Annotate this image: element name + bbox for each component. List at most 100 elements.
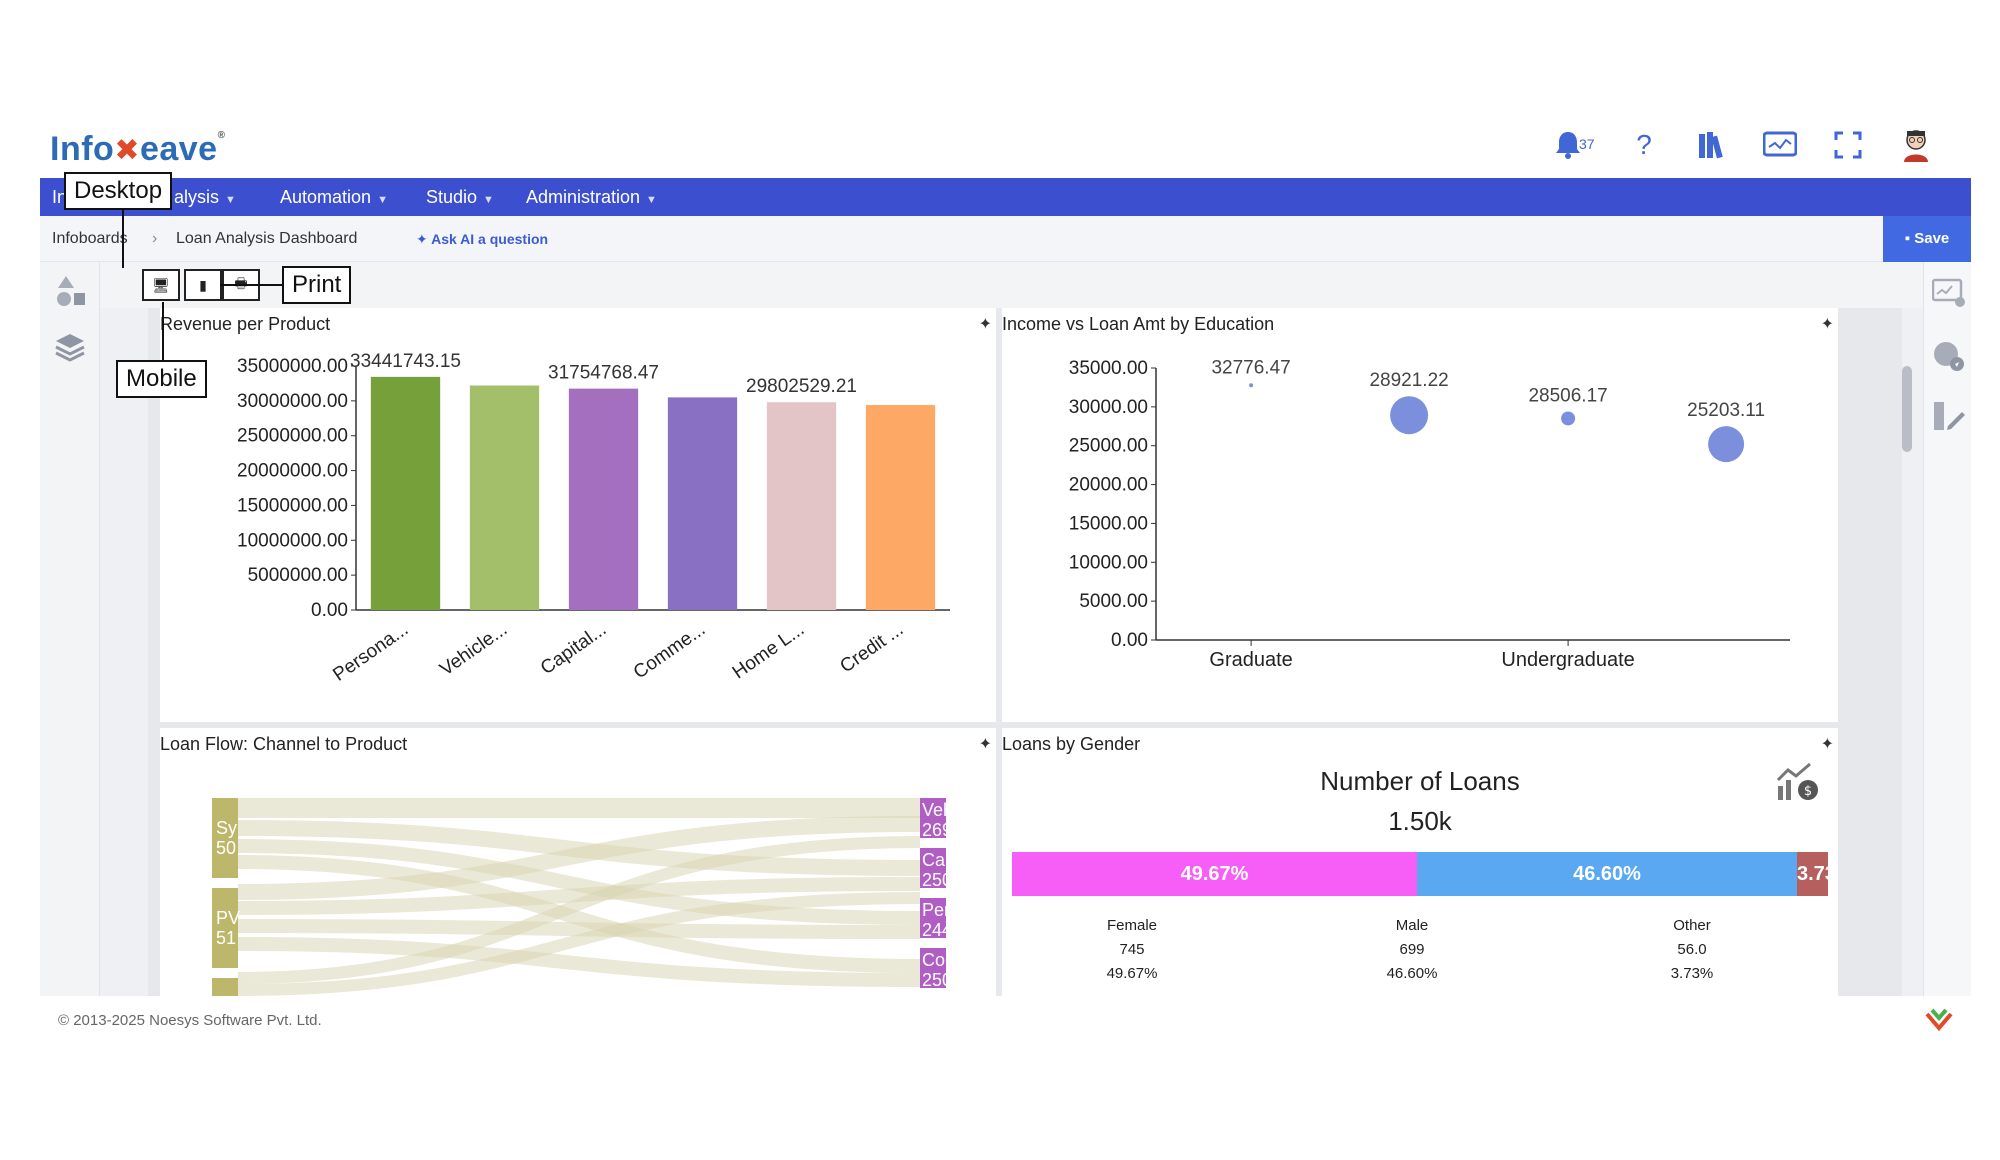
scatter-point[interactable] [1708, 426, 1745, 463]
bar[interactable] [568, 388, 639, 610]
y-tick-label: 15000000.00 [237, 495, 348, 516]
gender-bar-female[interactable]: 49.67% [1012, 852, 1417, 896]
bar[interactable] [667, 397, 738, 610]
bar[interactable] [469, 385, 540, 610]
bar-pct-label: 49.67% [1180, 863, 1249, 885]
bar-data-label: 31754768.47 [548, 363, 659, 384]
footer-logo-icon [1924, 1006, 1954, 1038]
desktop-icon: 🖥 [152, 276, 170, 293]
infoweave-logo[interactable]: Info✖eave® [50, 130, 225, 169]
sankey-node-right[interactable] [920, 848, 946, 888]
sparkle-icon: ✦ [416, 231, 432, 247]
ai-sparkle-icon[interactable]: ✦ [978, 316, 992, 333]
chevron-right-icon: › [152, 230, 158, 247]
sankey-node-right[interactable] [920, 948, 946, 988]
notification-count: 37 [1579, 136, 1595, 152]
gender-stat-other: Other 56.0 3.73% [1632, 914, 1752, 986]
sankey-right-label: Person 244 [922, 900, 979, 940]
bar-data-label: 29802529.21 [746, 376, 857, 397]
footer-copyright: © 2013-2025 Noesys Software Pvt. Ltd. [58, 1012, 322, 1029]
y-tick-label: 25000.00 [1069, 436, 1148, 457]
y-tick-label: 30000.00 [1069, 397, 1148, 418]
callout-line [220, 284, 282, 286]
mobile-icon: ▮ [199, 276, 207, 293]
bar[interactable] [370, 376, 441, 610]
sankey-right-label: Vehicle 269 [922, 800, 980, 840]
nav-item-studio[interactable]: Studio ▼ [426, 178, 494, 216]
x-tick-label: Vehicle... [436, 619, 511, 680]
sankey-node-right[interactable] [920, 798, 946, 838]
stat-count: 699 [1399, 941, 1425, 958]
layers-icon[interactable] [54, 332, 86, 369]
gender-bar-other[interactable]: 3.73% [1797, 852, 1828, 896]
node-name: Person [922, 900, 980, 920]
header-icons: 37 ? [1551, 128, 1933, 162]
left-rail [40, 262, 100, 996]
revenue-per-product-card[interactable]: Revenue per Product ✦ 0.00 5000000.00 1000… [160, 308, 996, 722]
print-callout: Print [282, 266, 352, 304]
ask-ai-label: Ask AI a question [431, 231, 549, 247]
mobile-view-button[interactable]: ▮ [184, 269, 222, 301]
fullscreen-icon[interactable] [1831, 128, 1865, 162]
sankey-node-left[interactable] [212, 798, 238, 878]
dashboard-canvas: Revenue per Product ✦ 0.00 5000000.00 1000… [148, 308, 1902, 996]
nav-item-analysis[interactable]: alysis ▼ [174, 178, 236, 216]
y-tick-label: 5000.00 [1079, 591, 1148, 612]
data-edit-icon[interactable] [1932, 400, 1966, 439]
ai-sparkle-icon[interactable]: ✦ [1820, 316, 1834, 333]
sankey-node-right[interactable] [920, 898, 946, 938]
x-tick-label: Persona... [329, 619, 412, 686]
node-value: 250 [922, 870, 953, 890]
nav-item-administration[interactable]: Administration ▼ [526, 178, 657, 216]
library-books-icon[interactable] [1695, 128, 1729, 162]
theme-palette-icon[interactable] [1932, 340, 1966, 379]
node-name: Comm [922, 950, 975, 970]
logo-registered: ® [217, 130, 226, 141]
nav-label: alysis [174, 187, 220, 207]
loan-flow-card[interactable]: Loan Flow: Channel to Product ✦ [160, 728, 996, 996]
scatter-point[interactable] [1249, 383, 1254, 388]
notifications-bell-icon[interactable]: 37 [1551, 128, 1595, 162]
bar[interactable] [865, 405, 936, 610]
ask-ai-button[interactable]: ✦ Ask AI a question [416, 216, 548, 262]
y-tick-label: 0.00 [311, 600, 348, 621]
sankey-node-left[interactable] [212, 978, 238, 996]
nav-label: Automation [280, 187, 372, 207]
gender-bar-male[interactable]: 46.60% [1417, 852, 1797, 896]
nav-label: Studio [426, 187, 478, 207]
stat-name: Male [1395, 917, 1429, 934]
chart-settings-icon[interactable] [1931, 278, 1966, 315]
breadcrumb-root[interactable]: Infoboards [52, 230, 128, 247]
ai-sparkle-icon[interactable]: ✦ [1820, 736, 1834, 753]
top-header: Info✖eave® 37 ? [40, 122, 1971, 178]
ai-sparkle-icon[interactable]: ✦ [978, 736, 992, 753]
nav-item-automation[interactable]: Automation ▼ [280, 178, 388, 216]
nav-label: Administration [526, 187, 641, 207]
sankey-right-label: Comm 250 [922, 950, 975, 990]
bar[interactable] [766, 402, 837, 610]
loans-by-gender-card[interactable]: Loans by Gender ✦ Number of Loans 1.50k … [1002, 728, 1838, 996]
node-name: Vehicle [922, 800, 981, 820]
logo-text-info: Info [50, 130, 115, 168]
y-tick-label: 15000.00 [1069, 513, 1148, 534]
save-button[interactable]: ▪ Save [1883, 216, 1971, 262]
scatter-point[interactable] [1390, 396, 1429, 435]
canvas-scrollbar[interactable] [1902, 366, 1912, 452]
shapes-icon[interactable] [56, 274, 86, 315]
monitor-dashboard-icon[interactable] [1763, 128, 1797, 162]
user-avatar[interactable] [1899, 128, 1933, 162]
desktop-view-button[interactable]: 🖥 [142, 269, 180, 301]
dashboard-workspace: 🖥 ▮ 🖶 Revenue per Product ✦ 0.00 5000000.… [40, 262, 1971, 996]
sankey-right-label: Capital 250 [922, 850, 978, 890]
bar-data-label: 33441743.15 [350, 351, 461, 372]
nav-item-infoboards[interactable]: In [52, 178, 67, 216]
scatter-point[interactable] [1561, 411, 1576, 426]
income-vs-loan-card[interactable]: Income vs Loan Amt by Education ✦ 0.00 50… [1002, 308, 1838, 722]
sankey-node-left[interactable] [212, 888, 238, 968]
card-title: Income vs Loan Amt by Education [1002, 314, 1275, 334]
help-icon[interactable]: ? [1636, 129, 1652, 160]
point-data-label: 32776.47 [1211, 357, 1290, 378]
stat-count: 56.0 [1677, 941, 1707, 958]
bar-pct-label: 46.60% [1573, 863, 1641, 885]
stat-count: 745 [1119, 941, 1145, 958]
